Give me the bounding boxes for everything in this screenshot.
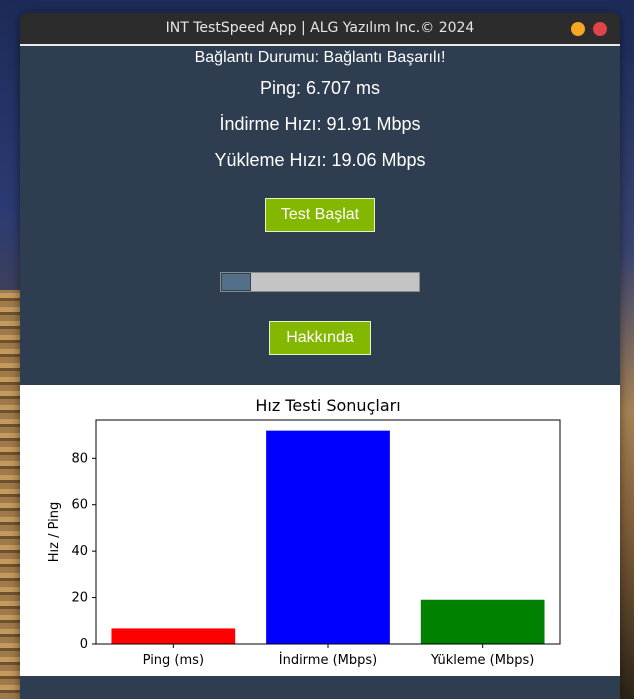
x-tick-label-2: İndirme (Mbps) bbox=[279, 652, 377, 668]
desktop-background-left bbox=[0, 290, 22, 699]
upload-result: Yükleme Hızı: 19.06 Mbps bbox=[214, 150, 426, 170]
progress-fill bbox=[221, 273, 251, 291]
about-button[interactable]: Hakkında bbox=[269, 321, 371, 355]
y-tick-label-1: 0 bbox=[80, 637, 88, 652]
y-tick-label-2: 20 bbox=[71, 591, 88, 606]
speed-chart: Hız Testi Sonuçları Ping (ms) İndirme (Mbp… bbox=[20, 385, 620, 676]
download-result: İndirme Hızı: 91.91 Mbps bbox=[219, 114, 421, 134]
test-progress-bar bbox=[220, 272, 420, 292]
connection-status: Bağlantı Durumu: Bağlantı Başarılı! bbox=[194, 49, 446, 66]
bar-3 bbox=[420, 599, 545, 644]
title-bar[interactable]: INT TestSpeed App | ALG Yazılım Inc.© 20… bbox=[20, 13, 620, 46]
bar-1 bbox=[111, 628, 236, 644]
close-button[interactable] bbox=[593, 22, 607, 36]
plot-frame bbox=[95, 419, 561, 645]
y-tick-label-5: 80 bbox=[71, 451, 88, 466]
chart-title: Hız Testi Sonuçları bbox=[255, 396, 400, 415]
app-window: INT TestSpeed App | ALG Yazılım Inc.© 20… bbox=[20, 13, 620, 699]
ping-result: Ping: 6.707 ms bbox=[259, 78, 381, 98]
desktop-background-right bbox=[618, 60, 634, 699]
chart-svg: Hız Testi Sonuçları Ping (ms) İndirme (Mbp… bbox=[47, 396, 561, 668]
x-tick-label-1: Ping (ms) bbox=[143, 653, 204, 668]
start-test-button[interactable]: Test Başlat bbox=[265, 198, 375, 232]
y-axis-label: Hız / Ping bbox=[47, 502, 62, 563]
y-tick-label-3: 40 bbox=[71, 544, 88, 559]
bar-2 bbox=[266, 430, 390, 644]
minimize-button[interactable] bbox=[571, 22, 585, 36]
window-title: INT TestSpeed App | ALG Yazılım Inc.© 20… bbox=[165, 20, 475, 36]
x-tick-label-3: Yükleme (Mbps) bbox=[430, 653, 534, 668]
y-tick-label-4: 60 bbox=[71, 498, 88, 513]
